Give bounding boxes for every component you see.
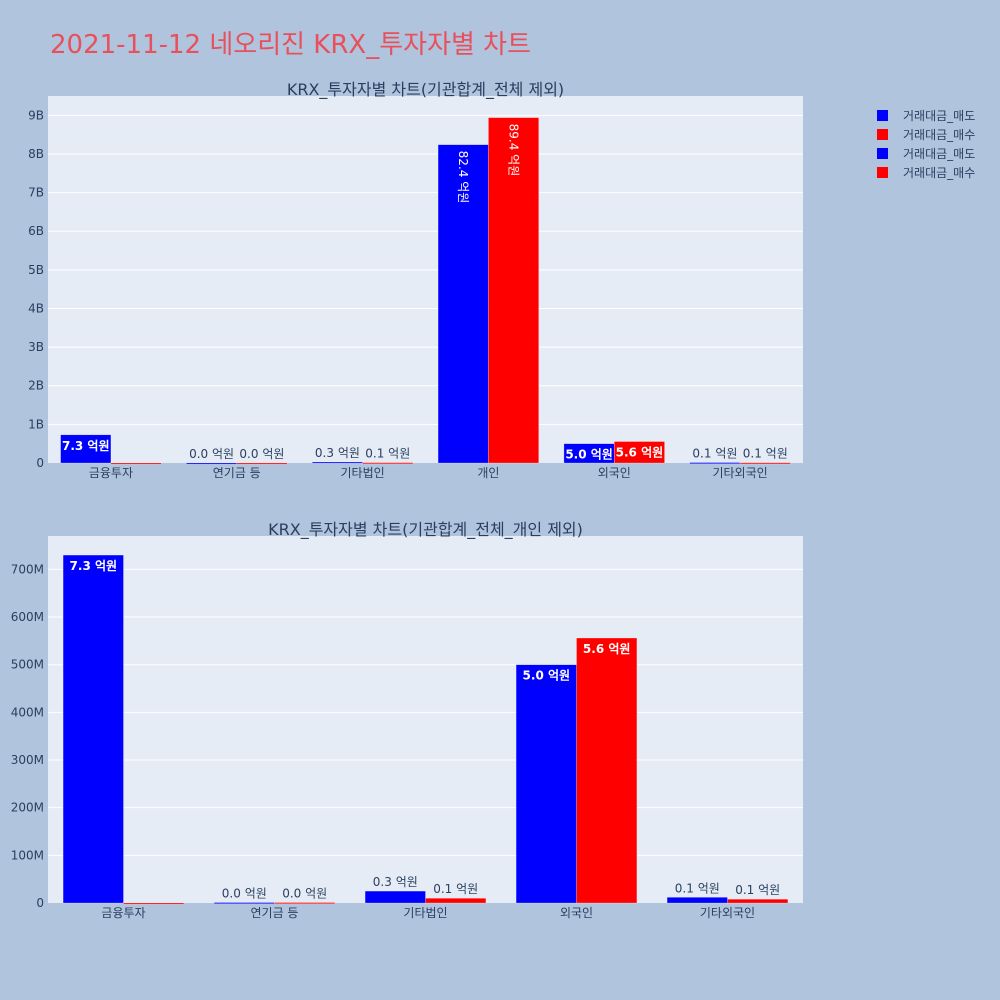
data-label: 0.1 억원 [692, 447, 737, 461]
y-tick-label: 100M [11, 848, 44, 862]
data-label: 89.4 억원 [506, 124, 520, 177]
bar [425, 897, 487, 904]
legend-label: 거래대금_매수 [903, 128, 976, 142]
legend-swatch [877, 129, 888, 140]
legend-item[interactable]: 거래대금_매도 [877, 106, 975, 125]
bar [488, 117, 539, 464]
y-tick-label: 1B [28, 417, 44, 431]
plot-area [48, 536, 803, 903]
bar [689, 462, 741, 464]
bar [437, 144, 489, 464]
x-tick-label: 기타법인 [403, 906, 447, 920]
x-tick-label: 외국인 [598, 466, 631, 480]
x-tick-label: 기타외국인 [700, 906, 755, 920]
y-tick-label: 600M [11, 610, 44, 624]
y-tick-label: 8B [28, 147, 44, 161]
bar [236, 462, 288, 465]
data-label: 5.0 억원 [523, 669, 571, 683]
y-tick-label: 0 [36, 456, 44, 470]
x-tick-label: 기타외국인 [712, 466, 767, 480]
legend-item[interactable]: 거래대금_매도 [877, 144, 975, 163]
y-tick-label: 6B [28, 224, 44, 238]
bar [186, 462, 238, 465]
x-tick-label: 외국인 [560, 906, 593, 920]
data-label: 5.0 억원 [565, 448, 613, 462]
legend-swatch [877, 167, 888, 178]
bar [312, 461, 363, 464]
legend-label: 거래대금_매수 [903, 166, 976, 180]
bar [123, 902, 185, 905]
y-tick-label: 2B [28, 379, 44, 393]
bar [364, 890, 426, 904]
data-label: 0.1 억원 [675, 881, 720, 895]
data-label: 0.1 억원 [735, 883, 780, 897]
x-tick-label: 금융투자 [101, 906, 145, 920]
y-tick-label: 0 [36, 896, 44, 910]
legend-label: 거래대금_매도 [903, 109, 976, 123]
page-title: 2021-11-12 네오리진 KRX_투자자별 차트 [50, 30, 532, 60]
bar [213, 902, 275, 904]
x-tick-label: 개인 [477, 466, 499, 480]
data-label: 5.6 억원 [583, 642, 631, 656]
x-tick-label: 연기금 등 [251, 906, 299, 920]
legend-item[interactable]: 거래대금_매수 [877, 163, 975, 182]
data-label: 7.3 억원 [62, 439, 110, 453]
chart-title: KRX_투자자별 차트(기관합계_전체 제외) [287, 80, 564, 100]
data-label: 82.4 억원 [456, 151, 470, 204]
legend-swatch [877, 110, 888, 121]
legend-item[interactable]: 거래대금_매수 [877, 125, 975, 144]
data-label: 0.0 억원 [189, 447, 234, 461]
y-tick-label: 300M [11, 753, 44, 767]
bar [362, 462, 414, 465]
data-label: 7.3 억원 [70, 559, 118, 573]
data-label: 0.1 억원 [743, 447, 788, 461]
bar [62, 554, 124, 904]
data-label: 0.1 억원 [365, 447, 410, 461]
legend-label: 거래대금_매도 [903, 147, 976, 161]
x-tick-label: 기타법인 [340, 466, 384, 480]
bar [576, 637, 638, 904]
plot-area [48, 96, 803, 463]
y-tick-label: 700M [11, 562, 44, 576]
data-label: 0.0 억원 [239, 447, 284, 461]
data-label: 5.6 억원 [616, 446, 664, 460]
data-label: 0.3 억원 [315, 446, 360, 460]
x-tick-label: 연기금 등 [213, 466, 261, 480]
data-label: 0.0 억원 [222, 887, 267, 901]
bar [60, 434, 112, 464]
bar [727, 898, 789, 904]
y-tick-label: 5B [28, 263, 44, 277]
bar [739, 462, 791, 465]
y-tick-label: 200M [11, 801, 44, 815]
data-label: 0.3 억원 [373, 875, 418, 889]
y-tick-label: 500M [11, 658, 44, 672]
bar [515, 664, 577, 904]
y-tick-label: 3B [28, 340, 44, 354]
data-label: 0.0 억원 [282, 887, 327, 901]
y-tick-label: 9B [28, 108, 44, 122]
bar [110, 462, 162, 465]
chart-title: KRX_투자자별 차트(기관합계_전체_개인 제외) [268, 520, 583, 540]
bar [614, 441, 665, 464]
y-tick-label: 7B [28, 186, 44, 200]
x-tick-label: 금융투자 [89, 466, 133, 480]
legend[interactable]: 거래대금_매도 거래대금_매수 거래대금_매도 거래대금_매수 [877, 106, 975, 182]
data-label: 0.1 억원 [433, 882, 478, 896]
y-tick-label: 400M [11, 705, 44, 719]
y-tick-label: 4B [28, 301, 44, 315]
bar [666, 897, 728, 904]
legend-swatch [877, 148, 888, 159]
bar [274, 902, 336, 904]
